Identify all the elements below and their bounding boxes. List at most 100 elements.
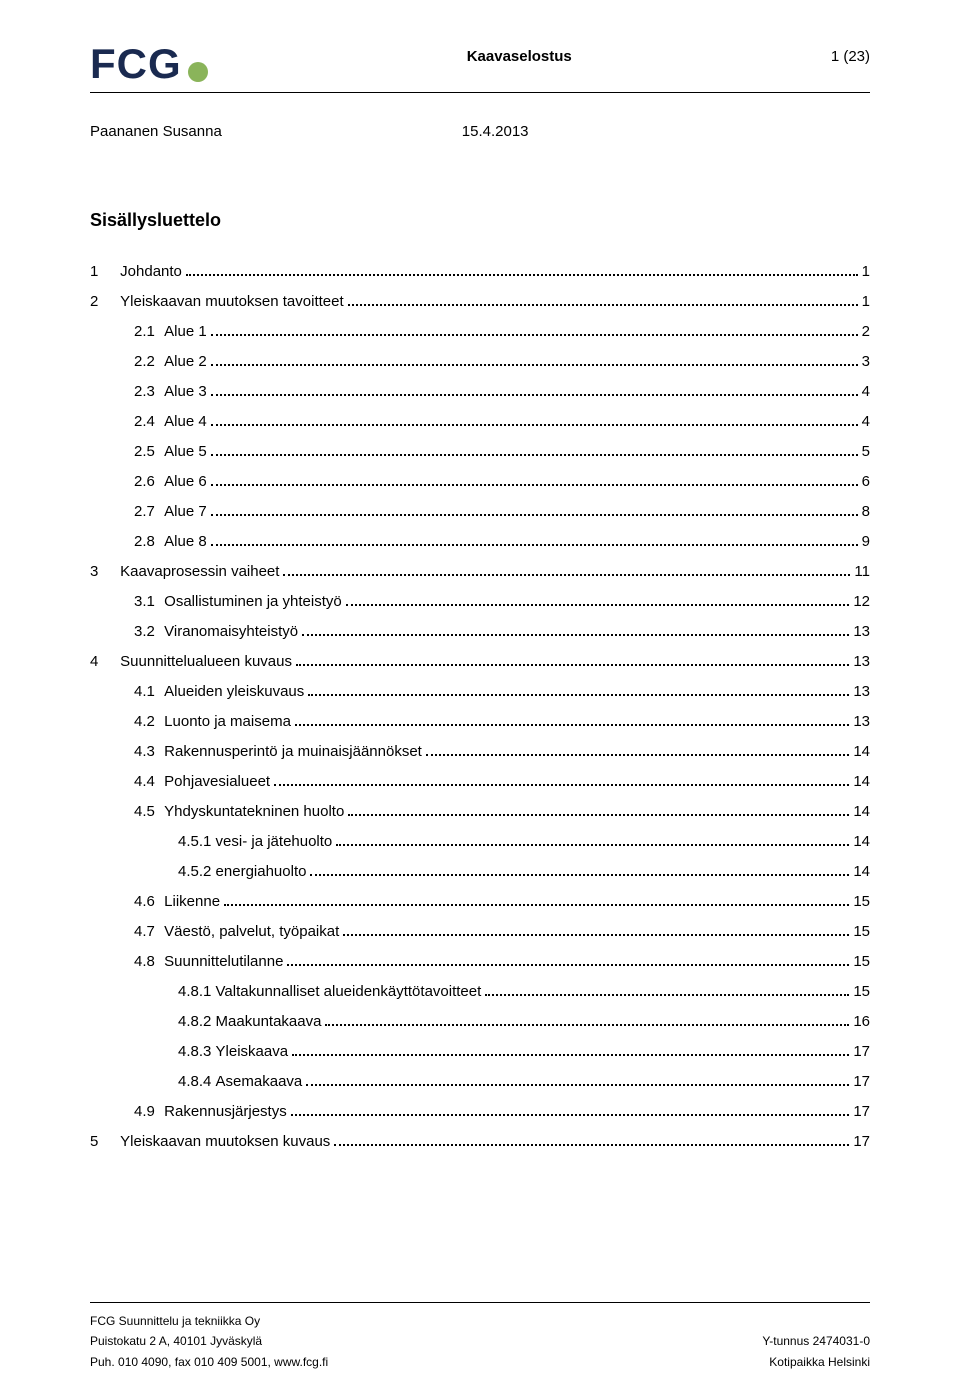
header-title: Kaavaselostus [467,48,572,65]
toc-entry-label: Maakuntakaava [211,1007,321,1037]
footer-rule [90,1302,870,1303]
toc-leader-dots [308,694,849,696]
toc-entry-page: 11 [854,557,870,587]
toc-entry-number: 4 [90,647,116,677]
toc-entry: 2.8 Alue 89 [90,527,870,557]
toc-entry-label: Asemakaava [211,1067,302,1097]
toc-entry-number: 3.1 [134,587,160,617]
toc-leader-dots [186,274,858,276]
table-of-contents: 1 Johdanto12 Yleiskaavan muutoksen tavoi… [90,257,870,1157]
toc-entry-label: Kaavaprosessin vaiheet [116,557,279,587]
toc-entry-number: 4.8 [134,947,160,977]
toc-entry: 4.8.3 Yleiskaava17 [90,1037,870,1067]
logo: FCG [90,40,208,88]
toc-entry-number: 2.3 [134,377,160,407]
header-page-number: 1 (23) [831,48,870,65]
toc-entry-page: 13 [853,707,870,737]
toc-leader-dots [211,454,858,456]
toc-entry-number: 4.7 [134,917,160,947]
toc-entry-number: 4.3 [134,737,160,767]
toc-entry-label: Rakennusjärjestys [160,1097,287,1127]
toc-entry: 4.5.2 energiahuolto14 [90,857,870,887]
toc-entry-number: 2.1 [134,317,160,347]
toc-leader-dots [283,574,850,576]
toc-leader-dots [296,664,849,666]
toc-leader-dots [310,874,849,876]
toc-entry-label: Osallistuminen ja yhteistyö [160,587,342,617]
logo-text: FCG [90,40,182,88]
toc-entry-page: 8 [862,497,870,527]
toc-entry-page: 6 [862,467,870,497]
toc-leader-dots [334,1144,849,1146]
toc-entry: 2 Yleiskaavan muutoksen tavoitteet 1 [90,287,870,317]
toc-entry-page: 1 [862,257,870,287]
toc-entry-label: Yleiskaavan muutoksen kuvaus [116,1127,330,1157]
toc-entry: 2.2 Alue 23 [90,347,870,377]
toc-leader-dots [325,1024,849,1026]
toc-entry-number: 4.8.4 [178,1067,211,1097]
toc-entry-label: vesi- ja jätehuolto [211,827,332,857]
toc-entry: 1 Johdanto1 [90,257,870,287]
toc-entry: 4.5 Yhdyskuntatekninen huolto14 [90,797,870,827]
meta-row: Paananen Susanna 15.4.2013 [90,123,870,140]
toc-entry-label: Liikenne [160,887,220,917]
toc-entry-page: 14 [853,737,870,767]
toc-entry-label: Valtakunnalliset alueidenkäyttötavoittee… [211,977,481,1007]
header-rule [90,92,870,93]
toc-entry-page: 12 [853,587,870,617]
toc-entry-page: 17 [853,1037,870,1067]
toc-leader-dots [336,844,849,846]
toc-entry: 4.8.4 Asemakaava 17 [90,1067,870,1097]
toc-entry-number: 4.5.2 [178,857,211,887]
toc-entry-page: 17 [853,1067,870,1097]
toc-entry-page: 4 [862,377,870,407]
toc-entry-number: 4.5 [134,797,160,827]
toc-entry-number: 2.4 [134,407,160,437]
toc-entry-page: 13 [853,617,870,647]
toc-leader-dots [211,424,858,426]
toc-entry: 4.5.1 vesi- ja jätehuolto14 [90,827,870,857]
toc-entry-page: 15 [853,947,870,977]
toc-entry-label: Alueiden yleiskuvaus [160,677,304,707]
toc-entry-page: 5 [862,437,870,467]
toc-leader-dots [211,364,858,366]
toc-entry-number: 1 [90,257,116,287]
toc-entry-page: 1 [862,287,870,317]
toc-entry-page: 9 [862,527,870,557]
toc-leader-dots [295,724,849,726]
toc-title: Sisällysluettelo [90,210,870,231]
toc-entry-number: 4.8.3 [178,1037,211,1067]
toc-entry-number: 2.7 [134,497,160,527]
toc-entry-page: 14 [853,827,870,857]
toc-entry: 4 Suunnittelualueen kuvaus13 [90,647,870,677]
toc-entry: 3.1 Osallistuminen ja yhteistyö 12 [90,587,870,617]
toc-entry-label: Alue 7 [160,497,207,527]
toc-entry-label: Johdanto [116,257,182,287]
toc-entry-number: 2.2 [134,347,160,377]
footer-kotipaikka: Kotipaikka Helsinki [769,1352,870,1372]
toc-entry-number: 3 [90,557,116,587]
toc-entry-page: 15 [853,887,870,917]
toc-entry: 4.6 Liikenne15 [90,887,870,917]
toc-entry-number: 3.2 [134,617,160,647]
toc-entry: 5 Yleiskaavan muutoksen kuvaus17 [90,1127,870,1157]
toc-entry-page: 16 [853,1007,870,1037]
footer-ytunnus: Y-tunnus 2474031-0 [762,1331,870,1351]
toc-leader-dots [291,1114,850,1116]
logo-dot-icon [188,62,208,82]
toc-entry-label: Luonto ja maisema [160,707,291,737]
toc-entry-label: Alue 8 [160,527,207,557]
toc-leader-dots [485,994,849,996]
toc-entry-label: Alue 3 [160,377,207,407]
toc-entry: 2.1 Alue 12 [90,317,870,347]
toc-entry-page: 17 [853,1097,870,1127]
toc-entry: 3.2 Viranomaisyhteistyö13 [90,617,870,647]
document-page: FCG Kaavaselostus 1 (23) Paananen Susann… [0,0,960,1400]
toc-entry-number: 2 [90,287,116,317]
toc-entry-number: 4.8.2 [178,1007,211,1037]
toc-leader-dots [211,484,858,486]
toc-entry-label: Alue 4 [160,407,207,437]
toc-entry-page: 4 [862,407,870,437]
footer-contact: Puh. 010 4090, fax 010 409 5001, www.fcg… [90,1352,328,1372]
toc-entry-label: Yleiskaavan muutoksen tavoitteet [116,287,344,317]
